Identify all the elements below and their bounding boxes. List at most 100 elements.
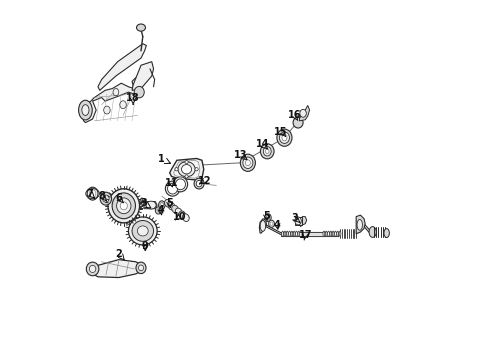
- Polygon shape: [170, 158, 204, 180]
- Ellipse shape: [89, 265, 96, 273]
- Polygon shape: [299, 217, 307, 226]
- Ellipse shape: [132, 221, 153, 241]
- Ellipse shape: [108, 189, 140, 223]
- Text: 4: 4: [274, 220, 281, 230]
- Ellipse shape: [339, 231, 341, 237]
- Ellipse shape: [168, 202, 175, 210]
- Ellipse shape: [172, 205, 178, 213]
- Polygon shape: [356, 215, 365, 234]
- Text: 15: 15: [274, 127, 288, 136]
- Ellipse shape: [328, 231, 329, 237]
- Ellipse shape: [260, 144, 274, 159]
- Text: 14: 14: [255, 139, 269, 149]
- Ellipse shape: [266, 215, 270, 220]
- Text: 8: 8: [99, 191, 106, 201]
- Text: 4: 4: [157, 206, 164, 216]
- Ellipse shape: [160, 203, 164, 208]
- Ellipse shape: [196, 180, 202, 187]
- Text: 18: 18: [126, 93, 140, 103]
- Ellipse shape: [240, 154, 255, 171]
- Ellipse shape: [87, 187, 98, 200]
- Text: 5: 5: [263, 211, 270, 221]
- Ellipse shape: [175, 179, 186, 190]
- Polygon shape: [132, 62, 153, 90]
- Text: 11: 11: [165, 178, 178, 188]
- Ellipse shape: [295, 231, 297, 237]
- Ellipse shape: [282, 134, 287, 141]
- Ellipse shape: [335, 231, 336, 237]
- Ellipse shape: [104, 106, 110, 114]
- Ellipse shape: [265, 214, 271, 222]
- Text: 5: 5: [166, 198, 173, 208]
- Ellipse shape: [178, 162, 195, 177]
- Ellipse shape: [279, 132, 290, 143]
- Text: 3: 3: [291, 213, 298, 222]
- Text: 10: 10: [173, 212, 187, 221]
- Polygon shape: [295, 217, 302, 225]
- Ellipse shape: [146, 201, 156, 209]
- Ellipse shape: [128, 217, 157, 245]
- Text: 7: 7: [87, 189, 94, 199]
- Ellipse shape: [269, 220, 274, 227]
- Ellipse shape: [86, 262, 99, 276]
- Ellipse shape: [112, 193, 135, 219]
- Ellipse shape: [155, 207, 161, 214]
- Ellipse shape: [266, 149, 269, 153]
- Ellipse shape: [100, 192, 112, 205]
- Ellipse shape: [89, 190, 96, 198]
- Ellipse shape: [182, 214, 189, 221]
- Ellipse shape: [82, 105, 89, 116]
- Polygon shape: [82, 78, 143, 123]
- Ellipse shape: [194, 178, 204, 189]
- Ellipse shape: [159, 201, 165, 210]
- Ellipse shape: [325, 231, 327, 237]
- Ellipse shape: [369, 226, 376, 237]
- Ellipse shape: [185, 161, 188, 164]
- Ellipse shape: [332, 231, 334, 237]
- Text: 16: 16: [288, 111, 301, 121]
- Ellipse shape: [179, 211, 186, 219]
- Text: 17: 17: [298, 230, 312, 239]
- Ellipse shape: [137, 226, 148, 236]
- Ellipse shape: [175, 168, 178, 171]
- Text: 9: 9: [142, 241, 148, 251]
- Ellipse shape: [134, 86, 144, 98]
- Ellipse shape: [137, 24, 146, 31]
- Ellipse shape: [300, 109, 306, 117]
- Polygon shape: [90, 260, 143, 278]
- Ellipse shape: [282, 231, 284, 237]
- Ellipse shape: [195, 168, 198, 171]
- Ellipse shape: [245, 160, 250, 166]
- Ellipse shape: [295, 217, 301, 225]
- Ellipse shape: [120, 202, 127, 210]
- Ellipse shape: [357, 220, 363, 230]
- Ellipse shape: [165, 199, 172, 207]
- Ellipse shape: [102, 195, 109, 202]
- Ellipse shape: [270, 222, 273, 226]
- Polygon shape: [259, 219, 267, 233]
- Ellipse shape: [120, 101, 126, 109]
- Ellipse shape: [293, 117, 303, 128]
- Ellipse shape: [166, 181, 180, 196]
- Ellipse shape: [78, 100, 92, 120]
- Ellipse shape: [323, 231, 325, 237]
- Polygon shape: [139, 198, 146, 210]
- Ellipse shape: [168, 183, 177, 194]
- Ellipse shape: [291, 231, 293, 237]
- Ellipse shape: [286, 231, 288, 237]
- Text: 6: 6: [115, 193, 122, 203]
- Ellipse shape: [298, 231, 300, 237]
- Polygon shape: [299, 105, 310, 121]
- Ellipse shape: [173, 177, 188, 192]
- Ellipse shape: [181, 165, 192, 174]
- Ellipse shape: [117, 198, 131, 214]
- Text: 12: 12: [198, 176, 212, 186]
- Ellipse shape: [263, 147, 271, 156]
- Ellipse shape: [284, 231, 286, 237]
- Ellipse shape: [277, 129, 292, 146]
- Ellipse shape: [337, 231, 339, 237]
- Text: 1: 1: [158, 154, 165, 164]
- Text: 2: 2: [115, 248, 122, 258]
- Ellipse shape: [136, 262, 146, 274]
- Polygon shape: [281, 231, 338, 235]
